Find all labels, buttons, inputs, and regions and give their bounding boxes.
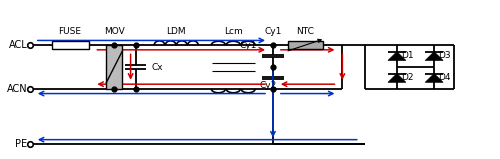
- Text: ACL: ACL: [8, 40, 28, 50]
- Text: D2: D2: [401, 73, 413, 82]
- Text: MOV: MOV: [104, 27, 124, 36]
- Bar: [106, 45, 122, 89]
- Text: FUSE: FUSE: [58, 27, 81, 36]
- Text: Cy2: Cy2: [260, 81, 277, 90]
- Text: NTC: NTC: [296, 27, 314, 36]
- Text: Lcm: Lcm: [224, 27, 242, 36]
- Polygon shape: [425, 74, 443, 82]
- Polygon shape: [388, 52, 406, 60]
- Polygon shape: [425, 52, 443, 60]
- Polygon shape: [388, 74, 406, 82]
- Text: ACN: ACN: [7, 84, 28, 94]
- Text: Cy1: Cy1: [240, 41, 257, 50]
- Text: D1: D1: [401, 51, 413, 60]
- Text: PE: PE: [16, 138, 28, 149]
- Bar: [52, 41, 90, 49]
- Text: D4: D4: [438, 73, 450, 82]
- Text: Cy1: Cy1: [264, 27, 281, 36]
- Text: LDM: LDM: [166, 27, 186, 36]
- Text: D3: D3: [438, 51, 450, 60]
- Bar: [288, 41, 322, 49]
- Text: Cx: Cx: [152, 62, 163, 72]
